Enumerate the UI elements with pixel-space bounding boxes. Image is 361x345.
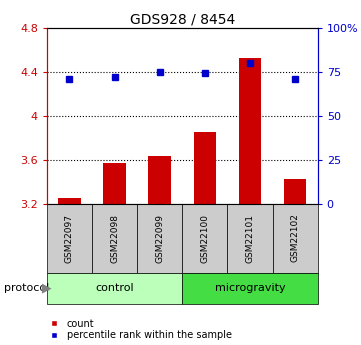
Bar [47, 273, 182, 304]
Bar [284, 179, 306, 204]
Bar [58, 198, 81, 204]
Bar [239, 58, 261, 204]
Text: protocol: protocol [4, 283, 49, 293]
Bar [92, 204, 137, 273]
Bar [148, 156, 171, 204]
Text: GSM22101: GSM22101 [245, 214, 255, 263]
Text: GSM22097: GSM22097 [65, 214, 74, 263]
Bar [182, 204, 227, 273]
Text: microgravity: microgravity [215, 283, 285, 293]
Bar [273, 204, 318, 273]
Bar [47, 204, 92, 273]
Bar [103, 163, 126, 204]
Bar [182, 273, 318, 304]
Bar [137, 204, 182, 273]
Text: GSM22099: GSM22099 [155, 214, 164, 263]
Legend: count, percentile rank within the sample: count, percentile rank within the sample [44, 319, 232, 340]
Text: ▶: ▶ [42, 282, 51, 295]
Text: control: control [95, 283, 134, 293]
Text: GSM22098: GSM22098 [110, 214, 119, 263]
Title: GDS928 / 8454: GDS928 / 8454 [130, 12, 235, 27]
Bar [193, 132, 216, 204]
Text: GSM22102: GSM22102 [291, 214, 300, 263]
Text: GSM22100: GSM22100 [200, 214, 209, 263]
Bar [227, 204, 273, 273]
